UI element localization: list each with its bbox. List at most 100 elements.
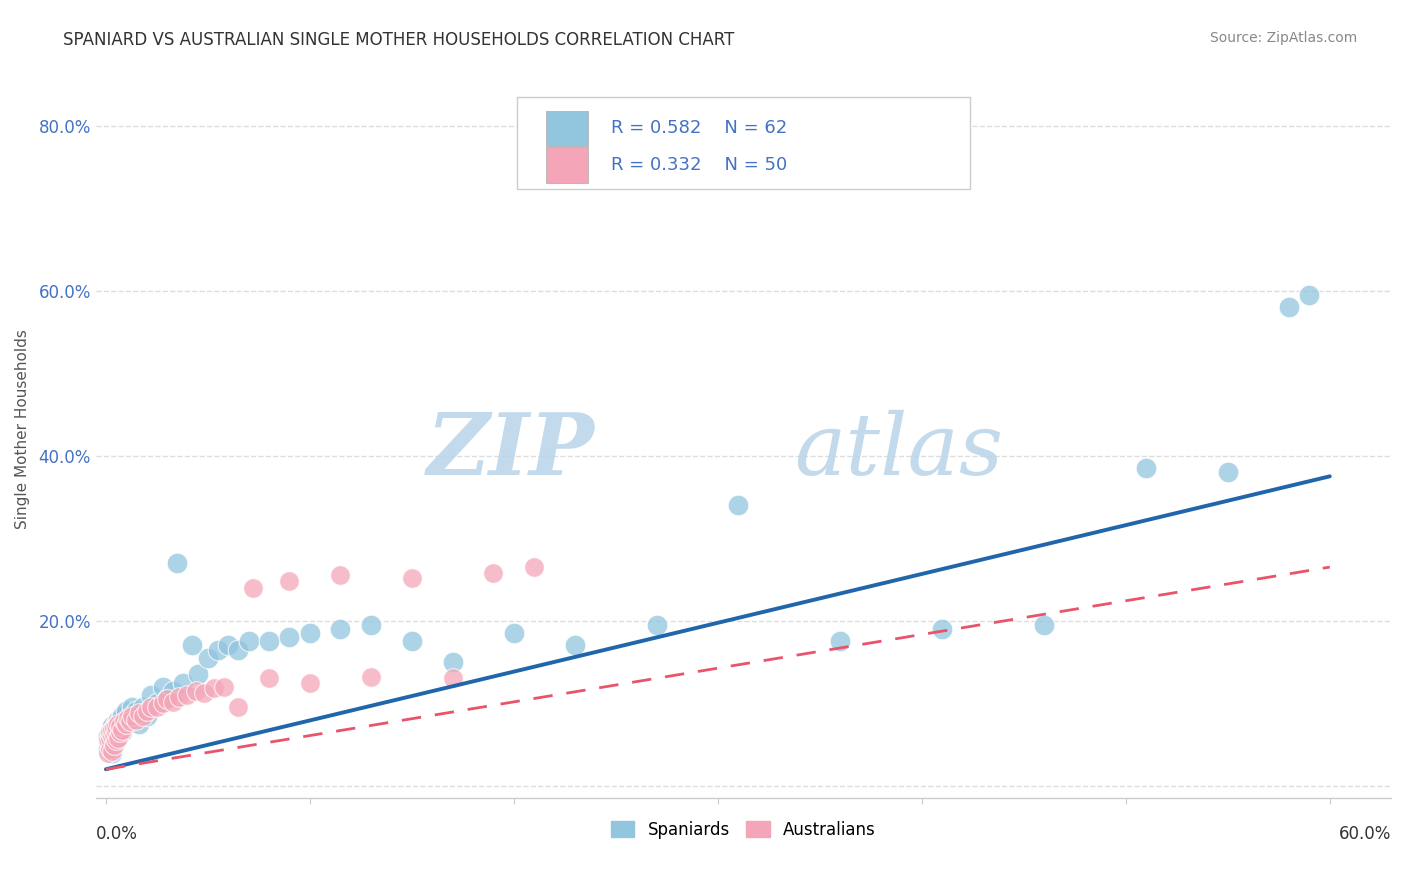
- Point: [105, 733, 128, 747]
- Point: [97, 741, 120, 756]
- Point: [278, 630, 301, 644]
- Point: [162, 695, 184, 709]
- Point: [111, 708, 134, 723]
- Point: [125, 713, 148, 727]
- Point: [103, 721, 125, 735]
- Point: [228, 700, 250, 714]
- Point: [101, 746, 124, 760]
- Point: [360, 670, 382, 684]
- Point: [176, 688, 198, 702]
- Point: [1216, 465, 1239, 479]
- Point: [97, 729, 120, 743]
- Point: [257, 634, 280, 648]
- Text: 0.0%: 0.0%: [96, 825, 138, 843]
- Point: [120, 708, 142, 723]
- Point: [1298, 287, 1320, 301]
- Point: [108, 725, 131, 739]
- Point: [101, 731, 124, 745]
- Text: R = 0.332    N = 50: R = 0.332 N = 50: [612, 156, 787, 174]
- Point: [482, 566, 505, 580]
- Point: [107, 713, 129, 727]
- Point: [645, 618, 668, 632]
- Point: [101, 744, 124, 758]
- Point: [502, 626, 524, 640]
- Point: [105, 717, 128, 731]
- Point: [193, 686, 215, 700]
- Point: [156, 692, 179, 706]
- Point: [162, 684, 184, 698]
- Point: [97, 733, 120, 747]
- Point: [401, 634, 423, 648]
- Point: [111, 723, 134, 737]
- Text: atlas: atlas: [794, 409, 1004, 492]
- Point: [115, 717, 138, 731]
- Point: [125, 705, 148, 719]
- Point: [298, 626, 321, 640]
- Text: R = 0.582    N = 62: R = 0.582 N = 62: [612, 120, 787, 137]
- Point: [931, 622, 953, 636]
- Point: [107, 731, 129, 745]
- Point: [103, 729, 125, 743]
- Point: [146, 696, 169, 710]
- Point: [298, 675, 321, 690]
- Point: [1033, 618, 1056, 632]
- Point: [112, 717, 135, 731]
- Point: [105, 733, 128, 747]
- FancyBboxPatch shape: [516, 96, 970, 189]
- Point: [135, 705, 157, 719]
- Point: [329, 568, 352, 582]
- Point: [101, 729, 124, 743]
- Text: SPANIARD VS AUSTRALIAN SINGLE MOTHER HOUSEHOLDS CORRELATION CHART: SPANIARD VS AUSTRALIAN SINGLE MOTHER HOU…: [63, 31, 735, 49]
- Point: [131, 708, 153, 723]
- Point: [103, 738, 125, 752]
- Point: [135, 708, 157, 723]
- Point: [202, 681, 225, 696]
- Point: [115, 705, 138, 719]
- Point: [441, 672, 464, 686]
- Point: [564, 639, 586, 653]
- Point: [103, 738, 125, 752]
- Point: [169, 690, 191, 704]
- Point: [278, 574, 301, 588]
- Point: [105, 725, 128, 739]
- Point: [117, 711, 139, 725]
- Point: [197, 651, 219, 665]
- Point: [238, 634, 260, 648]
- Point: [98, 725, 121, 739]
- Point: [105, 725, 128, 739]
- Point: [103, 728, 125, 742]
- Point: [108, 719, 131, 733]
- Point: [97, 746, 120, 760]
- Point: [98, 725, 121, 739]
- Y-axis label: Single Mother Households: Single Mother Households: [15, 329, 30, 529]
- FancyBboxPatch shape: [547, 111, 588, 146]
- Point: [166, 556, 188, 570]
- Text: 60.0%: 60.0%: [1339, 825, 1391, 843]
- Text: ZIP: ZIP: [426, 409, 595, 492]
- Point: [108, 713, 131, 727]
- Point: [98, 731, 121, 745]
- Point: [107, 729, 129, 743]
- Point: [152, 696, 174, 710]
- Point: [120, 714, 142, 729]
- Point: [228, 642, 250, 657]
- Point: [128, 706, 150, 720]
- Point: [523, 560, 546, 574]
- Point: [830, 634, 852, 648]
- Point: [98, 733, 121, 747]
- Text: Source: ZipAtlas.com: Source: ZipAtlas.com: [1209, 31, 1357, 45]
- Point: [101, 725, 124, 739]
- Point: [105, 719, 128, 733]
- Point: [121, 700, 143, 714]
- Point: [146, 700, 169, 714]
- Point: [117, 713, 139, 727]
- Point: [184, 684, 207, 698]
- Point: [1135, 461, 1157, 475]
- Point: [107, 717, 129, 731]
- Point: [139, 700, 162, 714]
- Point: [101, 723, 124, 737]
- Point: [257, 672, 280, 686]
- Point: [112, 714, 135, 729]
- Point: [98, 741, 121, 756]
- Point: [111, 725, 134, 739]
